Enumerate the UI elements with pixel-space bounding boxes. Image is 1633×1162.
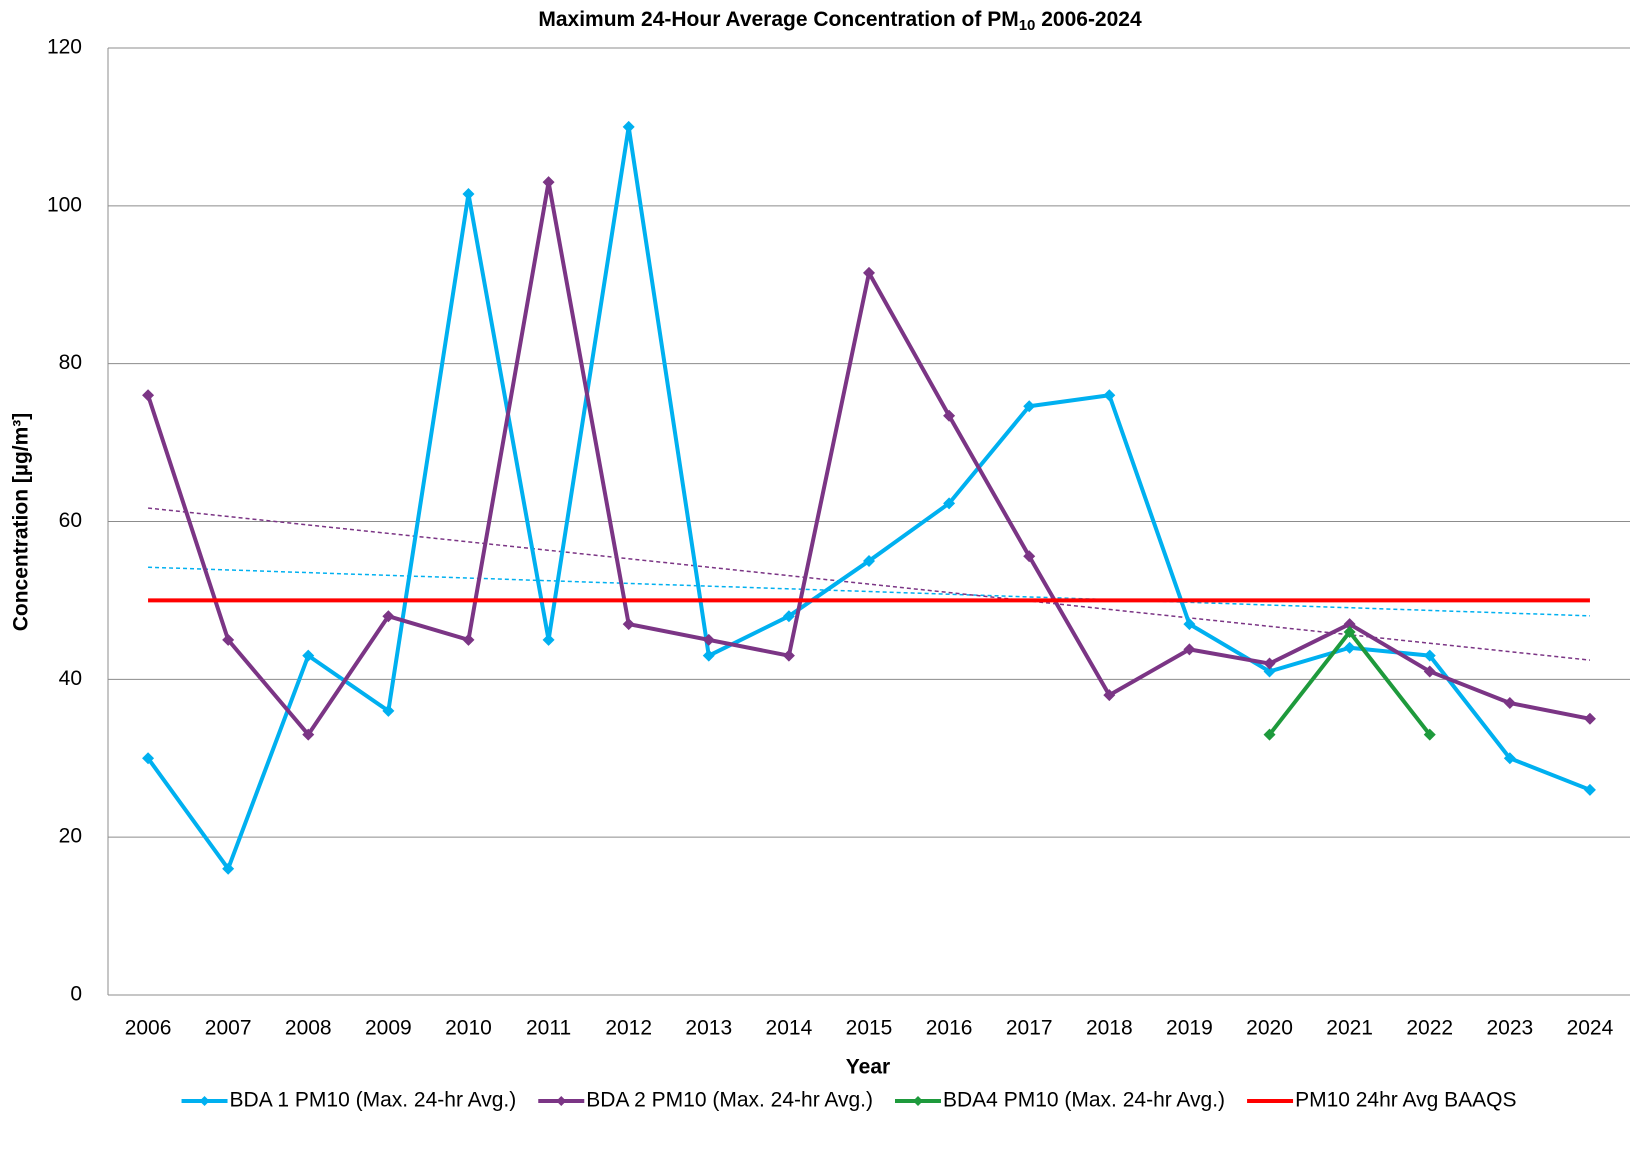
x-tick-label: 2023 (1486, 1017, 1533, 1040)
data-marker (1343, 625, 1356, 638)
data-marker (622, 618, 635, 631)
data-marker (1423, 665, 1436, 678)
data-marker (1183, 643, 1196, 656)
x-tick-label: 2021 (1326, 1017, 1373, 1040)
data-marker (382, 704, 395, 717)
y-tick-label: 40 (59, 667, 82, 690)
x-tick-label: 2024 (1567, 1017, 1614, 1040)
x-tick-label: 2019 (1166, 1017, 1213, 1040)
y-tick-label: 20 (59, 825, 82, 848)
x-tick-label: 2018 (1086, 1017, 1133, 1040)
data-marker (1503, 697, 1516, 710)
data-marker (1183, 618, 1196, 631)
legend-marker (199, 1096, 210, 1106)
data-marker (702, 633, 715, 646)
legend-item: BDA 2 PM10 (Max. 24-hr Avg.) (538, 1089, 873, 1112)
y-tick-label: 80 (59, 351, 82, 374)
data-marker (142, 389, 155, 402)
legend-item: BDA4 PM10 (Max. 24-hr Avg.) (895, 1089, 1225, 1112)
x-tick-label: 2015 (846, 1017, 893, 1040)
data-marker (782, 610, 795, 623)
y-tick-label: 60 (59, 509, 82, 532)
x-tick-label: 2012 (605, 1017, 652, 1040)
data-marker (1103, 689, 1116, 702)
trendline (147, 507, 1591, 661)
data-marker (1583, 783, 1596, 796)
data-marker (222, 862, 235, 875)
title-text: Maximum 24-Hour Average Concentration of… (538, 8, 1018, 31)
y-tick-label: 0 (70, 983, 82, 1006)
data-marker (622, 120, 635, 133)
data-marker (782, 649, 795, 662)
y-tick-label: 100 (47, 193, 82, 216)
data-marker (1343, 641, 1356, 654)
x-tick-label: 2014 (766, 1017, 813, 1040)
title-tail: 2006-2024 (1035, 8, 1142, 31)
data-marker (382, 610, 395, 623)
data-marker (1263, 657, 1276, 670)
data-marker (302, 728, 315, 741)
x-tick-label: 2007 (205, 1017, 252, 1040)
data-marker (1503, 752, 1516, 765)
x-axis-title: Year (846, 1056, 890, 1079)
trendline (148, 566, 1590, 617)
x-tick-label: 2016 (926, 1017, 973, 1040)
data-marker (702, 649, 715, 662)
legend-label: BDA4 PM10 (Max. 24-hr Avg.) (943, 1089, 1225, 1112)
x-tick-label: 2009 (365, 1017, 412, 1040)
legend-marker (913, 1096, 923, 1106)
data-marker (943, 409, 956, 422)
data-marker (542, 633, 555, 646)
series-line (146, 124, 1591, 871)
data-marker (462, 633, 475, 646)
data-marker (302, 649, 315, 662)
chart-title: Maximum 24-Hour Average Concentration of… (538, 8, 1142, 34)
data-marker (542, 176, 555, 189)
data-marker (1023, 400, 1036, 413)
data-marker (1583, 712, 1596, 725)
data-marker (1423, 728, 1436, 741)
data-marker (1023, 550, 1036, 563)
data-marker (1103, 389, 1116, 402)
x-tick-label: 2017 (1006, 1017, 1053, 1040)
x-tick-label: 2011 (526, 1017, 571, 1040)
legend-label: PM10 24hr Avg BAAQS (1295, 1089, 1516, 1112)
data-marker (1343, 618, 1356, 631)
x-tick-label: 2022 (1406, 1017, 1453, 1040)
data-marker (462, 187, 475, 200)
legend-marker (556, 1096, 567, 1106)
data-marker (943, 497, 956, 510)
x-tick-label: 2008 (285, 1017, 332, 1040)
legend: BDA 1 PM10 (Max. 24-hr Avg.) BDA 2 PM10 (… (181, 1089, 1516, 1112)
title-subscript: 10 (1019, 17, 1036, 34)
x-tick-label: 2010 (445, 1017, 492, 1040)
x-tick-label: 2013 (685, 1017, 732, 1040)
data-marker (863, 266, 875, 279)
data-marker (863, 554, 875, 567)
data-marker (1263, 665, 1276, 678)
data-marker (1423, 649, 1436, 662)
data-marker (142, 752, 155, 765)
x-tick-label: 2006 (125, 1017, 172, 1040)
y-tick-label: 120 (47, 36, 82, 59)
y-axis-title: Concentration [µg/m³] (10, 413, 33, 632)
legend-item: PM10 24hr Avg BAAQS (1247, 1089, 1516, 1112)
legend-item: BDA 1 PM10 (Max. 24-hr Avg.) (181, 1089, 517, 1112)
data-marker (1263, 728, 1276, 741)
data-marker (222, 633, 235, 646)
legend-label: BDA 1 PM10 (Max. 24-hr Avg.) (230, 1089, 517, 1112)
legend-label: BDA 2 PM10 (Max. 24-hr Avg.) (586, 1089, 873, 1112)
x-tick-label: 2020 (1246, 1017, 1293, 1040)
